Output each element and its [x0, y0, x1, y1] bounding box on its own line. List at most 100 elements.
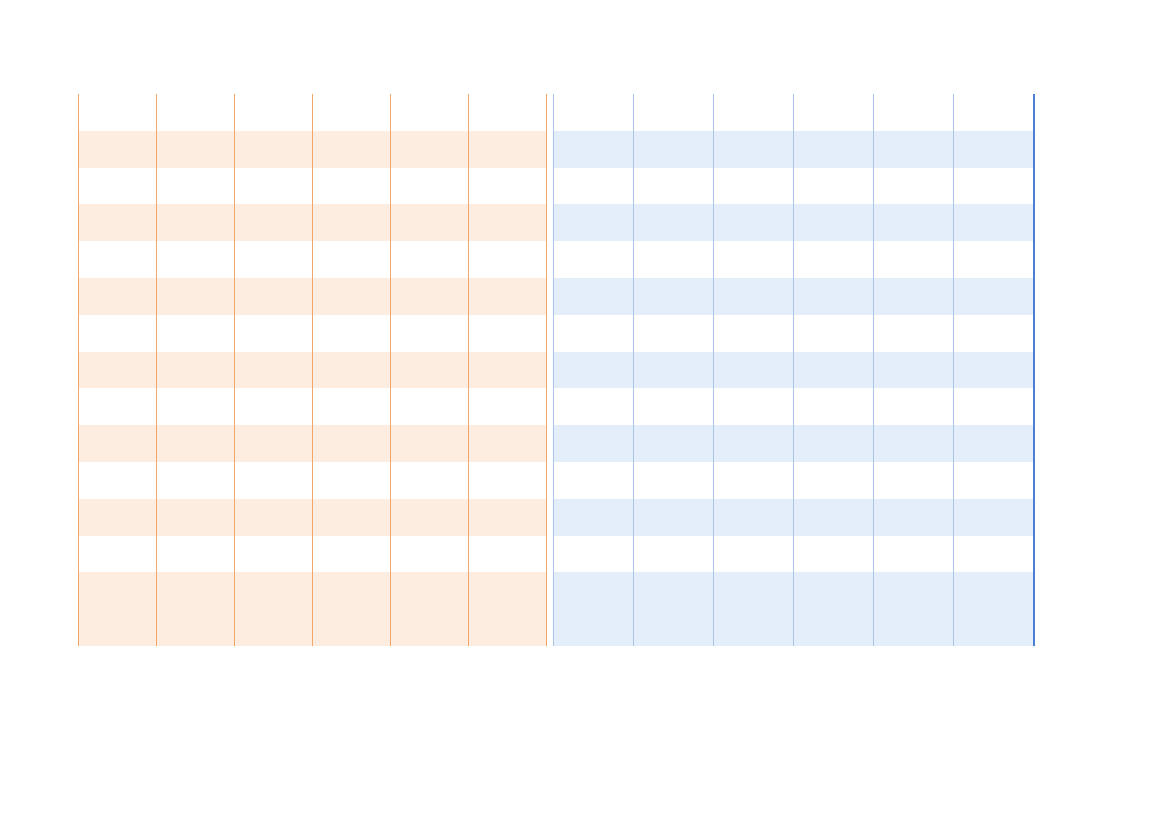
table-cell[interactable] — [874, 609, 954, 646]
table-cell[interactable] — [313, 572, 391, 609]
table-cell[interactable] — [794, 94, 874, 131]
table-cell[interactable] — [954, 315, 1034, 352]
table-cell[interactable] — [157, 499, 235, 536]
table-cell[interactable] — [79, 536, 157, 573]
table-cell[interactable] — [874, 499, 954, 536]
table-cell[interactable] — [469, 499, 547, 536]
table-cell[interactable] — [235, 536, 313, 573]
table-cell[interactable] — [79, 168, 157, 205]
table-cell[interactable] — [954, 499, 1034, 536]
table-cell[interactable] — [954, 572, 1034, 609]
table-cell[interactable] — [634, 609, 714, 646]
table-cell[interactable] — [391, 315, 469, 352]
table-cell[interactable] — [391, 572, 469, 609]
table-cell[interactable] — [79, 131, 157, 168]
table-cell[interactable] — [469, 131, 547, 168]
table-cell[interactable] — [554, 536, 634, 573]
table-cell[interactable] — [874, 352, 954, 389]
table-cell[interactable] — [313, 462, 391, 499]
table-cell[interactable] — [157, 572, 235, 609]
table-cell[interactable] — [469, 278, 547, 315]
table-cell[interactable] — [157, 425, 235, 462]
table-cell[interactable] — [794, 462, 874, 499]
table-cell[interactable] — [157, 315, 235, 352]
table-cell[interactable] — [391, 241, 469, 278]
table-cell[interactable] — [874, 241, 954, 278]
table-cell[interactable] — [235, 609, 313, 646]
table-cell[interactable] — [79, 572, 157, 609]
table-cell[interactable] — [874, 94, 954, 131]
table-cell[interactable] — [954, 204, 1034, 241]
table-cell[interactable] — [79, 241, 157, 278]
table-cell[interactable] — [794, 168, 874, 205]
table-cell[interactable] — [79, 278, 157, 315]
table-cell[interactable] — [554, 131, 634, 168]
table-cell[interactable] — [391, 499, 469, 536]
table-cell[interactable] — [313, 499, 391, 536]
table-cell[interactable] — [157, 462, 235, 499]
table-cell[interactable] — [874, 315, 954, 352]
table-cell[interactable] — [954, 131, 1034, 168]
table-cell[interactable] — [954, 168, 1034, 205]
table-cell[interactable] — [714, 241, 794, 278]
table-cell[interactable] — [235, 462, 313, 499]
table-cell[interactable] — [157, 94, 235, 131]
table-cell[interactable] — [634, 352, 714, 389]
table-cell[interactable] — [714, 388, 794, 425]
table-cell[interactable] — [954, 425, 1034, 462]
table-cell[interactable] — [714, 204, 794, 241]
table-cell[interactable] — [634, 131, 714, 168]
table-cell[interactable] — [157, 609, 235, 646]
table-cell[interactable] — [235, 388, 313, 425]
table-cell[interactable] — [634, 462, 714, 499]
table-cell[interactable] — [79, 609, 157, 646]
table-cell[interactable] — [954, 352, 1034, 389]
table-cell[interactable] — [874, 572, 954, 609]
table-cell[interactable] — [391, 536, 469, 573]
table-cell[interactable] — [554, 241, 634, 278]
table-cell[interactable] — [554, 204, 634, 241]
table-cell[interactable] — [469, 388, 547, 425]
table-cell[interactable] — [79, 462, 157, 499]
table-cell[interactable] — [634, 94, 714, 131]
table-cell[interactable] — [235, 499, 313, 536]
table-cell[interactable] — [794, 278, 874, 315]
table-cell[interactable] — [79, 425, 157, 462]
table-cell[interactable] — [391, 94, 469, 131]
table-cell[interactable] — [714, 462, 794, 499]
table-cell[interactable] — [313, 536, 391, 573]
table-cell[interactable] — [714, 572, 794, 609]
table-cell[interactable] — [954, 278, 1034, 315]
table-cell[interactable] — [794, 572, 874, 609]
table-cell[interactable] — [794, 609, 874, 646]
table-cell[interactable] — [79, 352, 157, 389]
table-cell[interactable] — [714, 609, 794, 646]
table-cell[interactable] — [794, 499, 874, 536]
table-cell[interactable] — [954, 536, 1034, 573]
table-cell[interactable] — [79, 499, 157, 536]
table-cell[interactable] — [794, 388, 874, 425]
table-cell[interactable] — [874, 204, 954, 241]
table-cell[interactable] — [391, 131, 469, 168]
table-cell[interactable] — [794, 131, 874, 168]
table-cell[interactable] — [634, 499, 714, 536]
table-cell[interactable] — [874, 425, 954, 462]
table-cell[interactable] — [313, 204, 391, 241]
table-cell[interactable] — [634, 425, 714, 462]
table-cell[interactable] — [634, 241, 714, 278]
table-cell[interactable] — [313, 315, 391, 352]
table-cell[interactable] — [157, 168, 235, 205]
table-cell[interactable] — [235, 94, 313, 131]
table-cell[interactable] — [235, 131, 313, 168]
table-cell[interactable] — [634, 278, 714, 315]
table-cell[interactable] — [391, 204, 469, 241]
table-cell[interactable] — [714, 352, 794, 389]
table-cell[interactable] — [554, 572, 634, 609]
table-cell[interactable] — [157, 204, 235, 241]
table-cell[interactable] — [313, 388, 391, 425]
table-cell[interactable] — [554, 94, 634, 131]
table-cell[interactable] — [313, 94, 391, 131]
table-cell[interactable] — [79, 388, 157, 425]
table-cell[interactable] — [313, 168, 391, 205]
table-cell[interactable] — [469, 572, 547, 609]
